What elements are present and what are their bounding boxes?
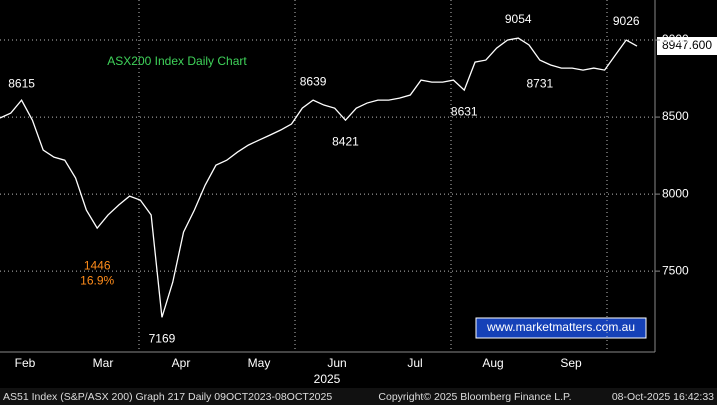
x-tick-label: Mar: [93, 356, 114, 370]
x-tick-label: Jun: [327, 356, 346, 370]
annotation: 9026: [613, 14, 640, 28]
annotation: 8421: [332, 134, 359, 148]
footer-bar: [0, 388, 717, 405]
footer-left: AS51 Index (S&P/ASX 200) Graph 217 Daily…: [3, 391, 332, 403]
year-label: 2025: [314, 372, 341, 386]
x-tick-label: Feb: [15, 356, 36, 370]
annotation: 7169: [149, 332, 176, 346]
x-tick-label: Sep: [560, 356, 582, 370]
last-price-box: [657, 37, 717, 55]
y-tick-label: 9000: [662, 32, 689, 46]
y-tick-label: 8500: [662, 109, 689, 123]
x-tick-label: Aug: [482, 356, 503, 370]
last-price: 8947.600: [662, 38, 712, 52]
chart-title: ASX200 Index Daily Chart: [107, 54, 247, 68]
y-tick-label: 7500: [662, 263, 689, 277]
annotation: 8615: [8, 76, 35, 90]
annotation: 8631: [451, 104, 478, 118]
footer-right: 08-Oct-2025 16:42:33: [612, 391, 714, 403]
y-tick-label: 8000: [662, 186, 689, 200]
watermark-box: [475, 317, 647, 339]
watermark: www.marketmatters.com.au: [486, 320, 635, 334]
footer-center: Copyright© 2025 Bloomberg Finance L.P.: [378, 391, 571, 403]
x-tick-label: Jul: [407, 356, 422, 370]
x-tick-label: Apr: [172, 356, 191, 370]
annotation: 8639: [300, 74, 327, 88]
price-line: [0, 37, 638, 318]
annotation: 16.9%: [80, 273, 114, 287]
annotation: 1446: [84, 258, 111, 272]
annotation: 9054: [505, 12, 532, 26]
x-tick-label: May: [248, 356, 271, 370]
annotation: 8731: [526, 76, 553, 90]
